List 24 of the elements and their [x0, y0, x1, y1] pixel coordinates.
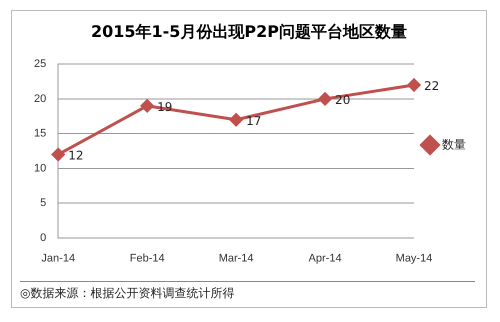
x-tick-label: Feb-14 [130, 252, 165, 264]
x-tick-label: Jan-14 [41, 252, 76, 264]
y-tick-label: 15 [34, 128, 46, 140]
y-tick-label: 5 [40, 197, 46, 210]
y-tick-label: 25 [34, 58, 46, 70]
data-label: 12 [68, 148, 84, 163]
chart-title: 2015年1-5月份出现P2P问题平台地区数量 [90, 22, 408, 41]
data-label: 22 [424, 79, 440, 94]
y-tick-label: 10 [34, 162, 46, 174]
point [52, 148, 65, 161]
legend-label: 数量 [442, 137, 466, 152]
point [318, 92, 332, 106]
data-label: 17 [246, 114, 262, 128]
y-tick-label: 0 [40, 232, 46, 244]
x-tick-label: Apr-14 [308, 252, 342, 264]
data-label: 19 [157, 100, 172, 114]
x-tick-label: Mar-14 [218, 252, 254, 264]
data-label: 20 [335, 93, 350, 108]
text: ◎数据来源：根据公开资料调查统计所得 [20, 285, 236, 302]
x-tick-label: May-14 [396, 252, 432, 264]
point [408, 78, 420, 92]
y-tick-label: 20 [34, 92, 46, 105]
point [230, 113, 243, 126]
point [140, 99, 154, 112]
